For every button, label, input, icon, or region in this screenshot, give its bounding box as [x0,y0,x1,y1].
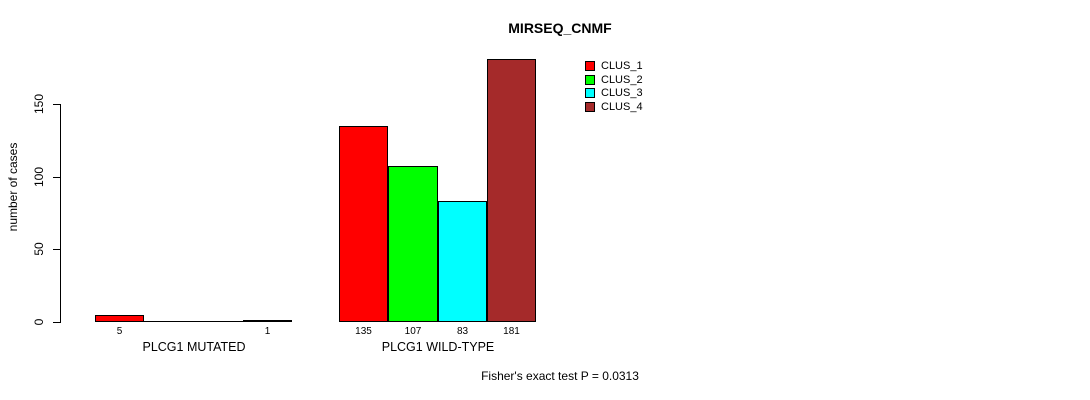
bar-clus_4 [243,320,292,322]
legend-swatch [585,88,595,98]
legend-item: CLUS_2 [585,73,643,86]
bar-clus_4 [487,59,536,322]
legend-swatch [585,61,595,71]
legend-item: CLUS_4 [585,100,643,113]
legend-item-label: CLUS_3 [601,87,643,99]
legend-item: CLUS_1 [585,60,643,72]
y-axis-tick-label: 150 [32,93,46,115]
legend-item-label: CLUS_1 [601,60,643,72]
bar-value-label: 1 [264,326,271,337]
y-axis-tick [53,177,60,178]
bar-value-label: 107 [404,326,422,337]
y-axis-tick-label: 0 [32,318,46,326]
bar-clus_1 [95,315,144,322]
bar-clus_2-zero [144,321,194,322]
y-axis-tick [53,104,60,105]
y-axis-tick-label: 100 [32,166,46,188]
legend: CLUS_1 CLUS_2 CLUS_3 CLUS_4 [585,61,643,115]
bar-clus_3-zero [194,321,243,322]
bar-value-label: 5 [116,326,123,337]
bar-clus_3 [438,201,487,322]
y-axis-tick [53,249,60,250]
legend-swatch [585,101,595,112]
legend-item-label: CLUS_4 [601,100,643,113]
legend-item: CLUS_3 [585,87,643,99]
x-category-label: PLCG1 MUTATED [142,340,246,354]
bar-value-label: 83 [456,326,469,337]
x-category-label: PLCG1 WILD-TYPE [381,340,495,354]
annotation-text: Fisher's exact test P = 0.0313 [481,369,639,383]
y-axis-title-text: number of cases [6,142,20,232]
legend-swatch [585,74,595,85]
y-axis-tick [53,322,60,323]
bar-clus_1 [339,126,388,322]
y-axis-tick-label: 50 [32,242,46,256]
bar-value-label: 135 [355,326,372,337]
legend-item-label: CLUS_2 [601,73,643,86]
bar-clus_2 [388,166,438,322]
bar-value-label: 181 [503,326,520,337]
y-axis-line [60,104,61,323]
chart-title: MIRSEQ_CNMF [508,20,612,36]
